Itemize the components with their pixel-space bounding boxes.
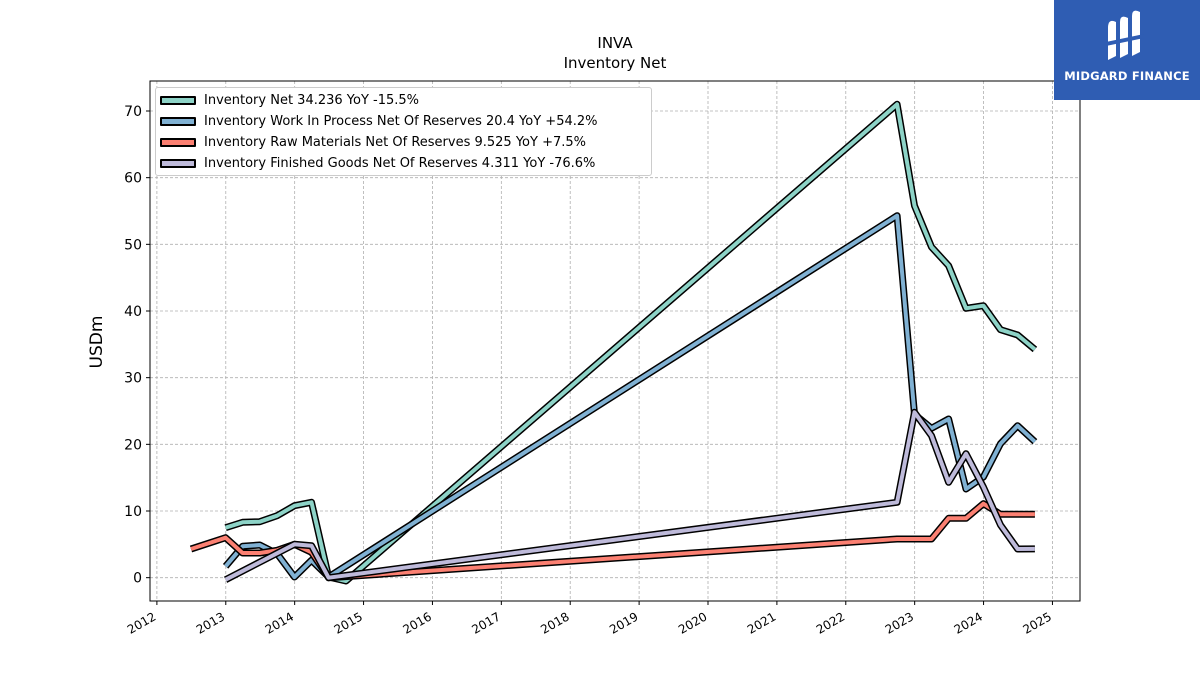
legend-swatch: [160, 117, 196, 126]
grid: [150, 81, 1080, 601]
y-tick-label: 20: [124, 437, 142, 453]
x-tick-label: 2020: [676, 609, 709, 636]
y-tick-label: 40: [124, 304, 142, 320]
x-tick-label: 2019: [607, 609, 640, 636]
plot-frame: [149, 80, 1081, 602]
series-line: [224, 100, 1038, 585]
chart-subtitle: Inventory Net: [564, 54, 667, 72]
y-tick-label: 70: [124, 104, 142, 120]
x-axis: 2012 2013 2014 2015 2016 2017 2018 2019 2020 2021…: [125, 601, 1054, 637]
x-tick-label: 2017: [469, 609, 502, 636]
x-tick-label: 2022: [814, 609, 847, 636]
x-tick-label: 2014: [263, 609, 296, 636]
x-tick-label: 2021: [745, 609, 778, 636]
series-stroke: [224, 213, 1037, 579]
legend-swatch: [160, 159, 196, 168]
x-tick-label: 2016: [400, 609, 433, 636]
x-tick-label: 2018: [538, 609, 571, 636]
legend-label: Inventory Net 34.236 YoY -15.5%: [204, 93, 420, 108]
logo-mark-icon: [1106, 10, 1144, 60]
x-tick-label: 2024: [952, 609, 985, 636]
x-tick-label: 2013: [194, 609, 227, 636]
legend-label: Inventory Raw Materials Net Of Reserves …: [204, 135, 586, 150]
series-stroke: [224, 102, 1037, 583]
legend-swatch: [160, 138, 196, 147]
y-tick-label: 30: [124, 371, 142, 387]
series-line: [222, 212, 1038, 581]
y-tick-label: 0: [133, 571, 142, 587]
x-tick-label: 2023: [883, 609, 916, 636]
brand-name: MIDGARD FINANCE: [1064, 69, 1190, 83]
x-tick-label: 2025: [1020, 609, 1053, 636]
y-axis: 0 10 20 30 40 50 60 70: [124, 104, 150, 587]
series-line: [224, 408, 1035, 583]
x-tick-label: 2012: [125, 609, 158, 636]
legend-label: Inventory Work In Process Net Of Reserve…: [204, 114, 598, 129]
y-tick-label: 50: [124, 237, 142, 253]
brand-logo: MIDGARD FINANCE: [1054, 0, 1200, 100]
legend-swatch: [160, 96, 196, 105]
series-lines: [189, 100, 1038, 585]
chart-title: INVA: [597, 34, 633, 52]
x-tick-label: 2015: [332, 609, 365, 636]
y-tick-label: 60: [124, 171, 142, 187]
y-axis-label: USDm: [87, 316, 107, 369]
y-tick-label: 10: [124, 504, 142, 520]
legend: Inventory Net 34.236 YoY -15.5% Inventor…: [155, 87, 652, 176]
legend-label: Inventory Finished Goods Net Of Reserves…: [204, 156, 596, 171]
series-stroke: [224, 410, 1035, 582]
